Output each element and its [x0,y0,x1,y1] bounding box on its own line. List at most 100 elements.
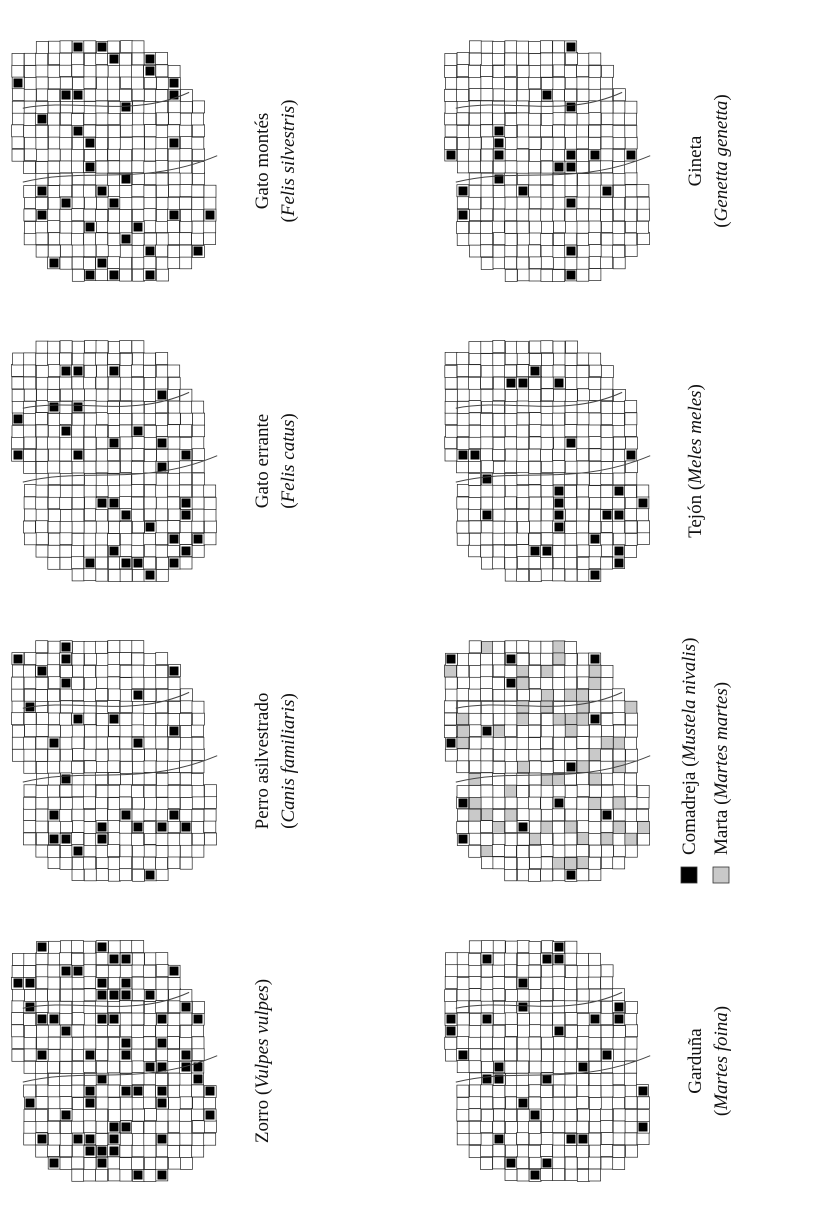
grid-cell [540,868,553,882]
grid-cell [588,832,602,846]
presence-cell [37,186,47,196]
grid-cell [469,220,482,234]
grid-cell [468,1096,482,1109]
grid-cell [144,544,157,558]
grid-cell [504,389,518,402]
grid-cell [529,844,542,858]
grid-cell [155,676,169,689]
grid-cell [191,508,205,522]
grid-cell [119,137,133,150]
grid-cell [71,784,85,798]
presence-cell [602,810,612,820]
grid-cell [492,809,506,822]
grid-cell [47,796,61,810]
grid-cell [83,101,97,114]
grid-cell [600,1120,614,1133]
grid-cell [540,856,554,870]
presence-cell [530,1170,540,1180]
grid-cell [192,100,205,114]
grid-cell [107,460,121,474]
grid-cell [35,1084,49,1097]
grid-cell [528,941,542,954]
presence-cell [554,798,564,808]
grid-cell [155,736,169,750]
grid-cell [71,436,84,450]
grid-cell [107,352,121,365]
grid-cell [71,508,85,522]
presence-cell [578,1134,588,1144]
grid-cell [35,677,49,690]
grid-cell [119,88,132,102]
presence-cell [518,186,528,196]
presence-cell [566,42,576,52]
grid-cell [528,244,541,258]
presence-cell [590,654,600,664]
grid-cell [469,244,482,258]
grid-cell [612,1036,626,1050]
grid-cell [540,376,554,389]
grid-cell [516,785,530,798]
grid-cell [192,148,205,161]
grid-cell [456,520,470,534]
grid-cell [23,748,37,762]
grid-cell [468,844,482,858]
grid-cell [504,424,518,437]
grid-cell [60,976,73,990]
grid-cell [612,136,626,149]
grid-cell [564,1072,578,1086]
grid-cell [528,724,541,738]
grid-cell [143,232,157,246]
grid-cell [131,1096,145,1110]
grid-cell [72,1012,85,1025]
grid-cell [83,257,96,270]
grid-cell [167,1036,180,1049]
presence-cell [530,546,540,556]
grid-cell [95,532,109,546]
grid-cell [613,88,626,102]
grid-cell [564,184,578,197]
grid-cell [203,184,217,198]
grid-cell [59,340,73,354]
grid-cell [60,940,73,954]
presence-cell [446,738,456,748]
grid-cell [155,665,169,678]
grid-cell [23,1013,36,1026]
grid-cell [143,785,157,798]
grid-cell [179,256,193,270]
grid-cell [492,1156,506,1170]
grid-cell [480,208,494,222]
grid-cell [83,460,97,474]
grid-cell [624,508,638,521]
grid-cell [504,724,517,737]
presence-cell [506,378,516,388]
presence-cell [13,978,23,988]
grid-cell [24,76,37,90]
grid-cell [469,208,482,221]
grid-cell [444,725,457,738]
grid-cell [576,508,589,522]
grid-cell [71,460,85,474]
grid-cell [565,340,578,354]
grid-cell [167,772,181,785]
grid-cell [504,665,518,678]
grid-cell [35,532,49,545]
grid-cell [119,521,132,534]
grid-cell [95,845,109,858]
grid-cell [167,65,181,78]
grid-cell [553,988,566,1001]
grid-cell [143,436,157,450]
presence-cell [458,1050,468,1060]
presence-cell [614,510,624,520]
presence-cell [638,1086,648,1096]
grid-cell [143,760,157,773]
grid-cell [480,40,494,54]
grid-cell [624,772,637,786]
presence-cell [97,990,107,1000]
grid-cell [83,544,97,558]
grid-cell [576,868,590,882]
grid-cell [564,664,578,678]
grid-cell [180,136,193,149]
grid-cell [637,1096,650,1110]
presence-cell [85,1134,95,1144]
district-border [22,991,218,1083]
